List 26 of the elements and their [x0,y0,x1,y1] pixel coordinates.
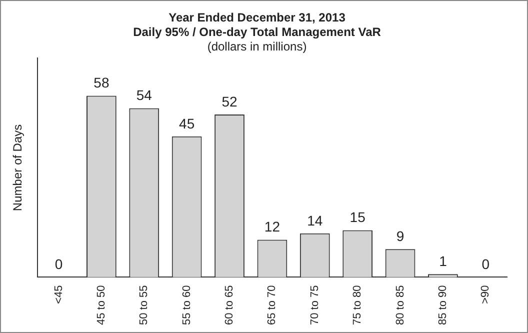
data-label: 14 [307,212,323,228]
chart-subtitle: (dollars in millions) [207,39,307,54]
data-label: 15 [350,209,366,226]
x-tick-label: 45 to 50 [95,285,108,326]
x-tick-label: >90 [480,285,492,304]
x-tick-label: <45 [52,285,65,304]
data-label: 12 [264,218,280,235]
x-tick-label: 75 to 80 [352,285,364,326]
data-label: 0 [482,256,490,272]
x-tick-label: 55 to 60 [180,285,193,326]
data-label: 58 [94,74,110,91]
data-label: 1 [439,252,448,269]
data-label: 52 [222,93,238,110]
data-label: 45 [179,115,195,132]
x-tick-label: 60 to 65 [224,285,236,326]
x-tick-label: 85 to 90 [436,285,449,326]
data-label: 0 [54,256,63,272]
x-tick-label: 80 to 85 [394,285,406,326]
x-tick-label: 70 to 75 [308,285,321,326]
x-tick-label: 65 to 70 [266,285,278,326]
text: Daily 95% / One-day Total Management VaR [133,24,381,39]
x-tick-label: 50 to 55 [138,285,150,326]
data-label: 9 [396,228,404,244]
y-axis-title: Number of Days [10,124,25,212]
text: Year Ended December 31, 2013 [168,10,346,25]
data-label: 54 [136,87,152,104]
